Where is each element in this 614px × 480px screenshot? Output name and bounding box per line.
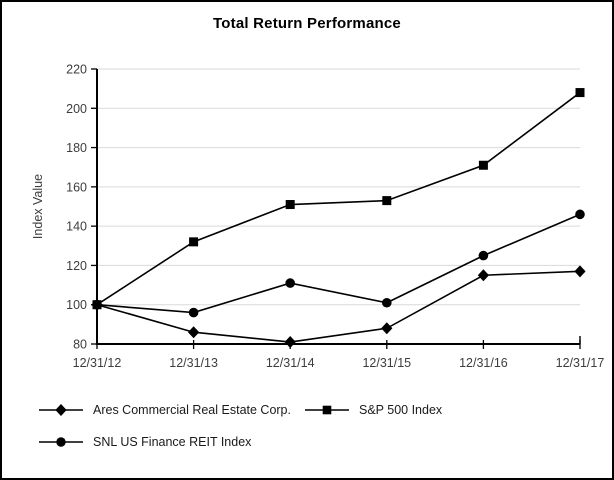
svg-text:80: 80 [73, 338, 87, 352]
legend-label-snl-reit: SNL US Finance REIT Index [93, 435, 252, 449]
svg-text:Index Value: Index Value [31, 174, 45, 239]
chart-title: Total Return Performance [213, 15, 401, 32]
svg-text:220: 220 [66, 63, 87, 77]
legend: Ares Commercial Real Estate Corp. S&P 50… [39, 402, 604, 466]
svg-text:12/31/15: 12/31/15 [362, 356, 411, 370]
svg-text:180: 180 [66, 141, 87, 155]
svg-text:12/31/14: 12/31/14 [266, 356, 315, 370]
series-diamond [91, 265, 586, 349]
series-square [92, 88, 585, 310]
svg-text:200: 200 [66, 102, 87, 116]
y-axis-title: Index Value [31, 174, 45, 239]
svg-text:12/31/12: 12/31/12 [73, 356, 122, 370]
y-axis-ticks-and-labels: 80 100 120 140 160 180 200 220 [66, 63, 97, 352]
svg-text:140: 140 [66, 220, 87, 234]
diamond-marker-icon [39, 404, 83, 416]
legend-item-sp500: S&P 500 Index [304, 403, 443, 417]
svg-text:12/31/16: 12/31/16 [459, 356, 508, 370]
legend-item-ares: Ares Commercial Real Estate Corp. [39, 403, 291, 417]
svg-text:120: 120 [66, 259, 87, 273]
gridlines [97, 68, 580, 306]
legend-label-sp500: S&P 500 Index [358, 403, 443, 417]
axes [96, 69, 581, 345]
legend-label-ares: Ares Commercial Real Estate Corp. [93, 403, 291, 417]
legend-row-2: SNL US Finance REIT Index [39, 434, 604, 450]
square-marker-icon [304, 405, 349, 415]
legend-item-snl-reit: SNL US Finance REIT Index [39, 435, 251, 449]
circle-marker-icon [39, 437, 83, 447]
svg-text:100: 100 [66, 298, 87, 312]
svg-text:12/31/13: 12/31/13 [169, 356, 218, 370]
svg-text:160: 160 [66, 180, 87, 194]
svg-text:12/31/17: 12/31/17 [556, 356, 605, 370]
legend-row-1: Ares Commercial Real Estate Corp. S&P 50… [39, 402, 604, 418]
